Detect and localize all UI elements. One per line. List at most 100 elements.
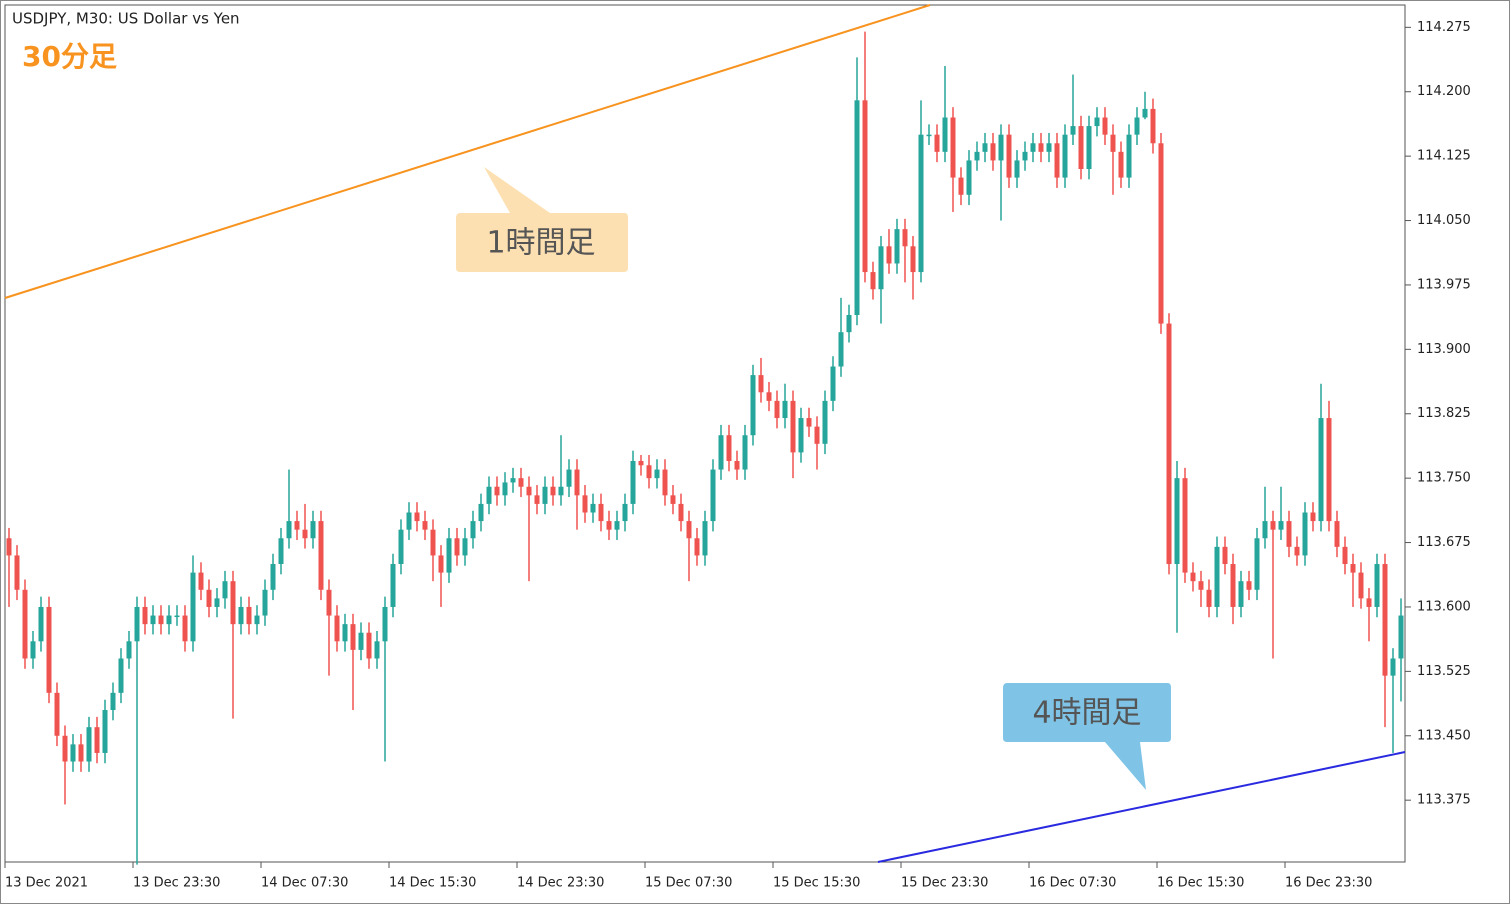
candle-body [534, 495, 540, 504]
candle-body [1238, 581, 1244, 607]
candle-body [646, 465, 652, 479]
candle-body [782, 400, 788, 419]
x-tick-label: 15 Dec 23:30 [901, 876, 988, 891]
candle-body [1102, 117, 1108, 135]
candle-body [726, 435, 732, 461]
x-tick-label: 13 Dec 2021 [5, 876, 88, 891]
candle-body [334, 615, 340, 642]
candle-body [1158, 143, 1164, 324]
candle-body [326, 589, 332, 616]
candle-body [230, 581, 236, 625]
candle-body [110, 692, 116, 711]
candle-body [1302, 512, 1308, 556]
candle-body [1214, 546, 1220, 607]
candle-body [430, 529, 436, 556]
candle-body [822, 400, 828, 444]
candle-body [286, 521, 292, 539]
candle-body [678, 503, 684, 522]
candle-body [1286, 521, 1292, 547]
candle-body [966, 160, 972, 195]
candle-body [1110, 134, 1116, 152]
candle-body [366, 632, 372, 659]
candle-body [718, 435, 724, 470]
candle-body [406, 512, 412, 530]
x-tick-label: 13 Dec 23:30 [133, 876, 220, 891]
candle-body [1046, 143, 1052, 152]
candle-body [1206, 589, 1212, 607]
x-tick-label: 14 Dec 15:30 [389, 876, 476, 891]
candle-body [470, 521, 476, 539]
candle-body [1006, 134, 1012, 178]
candle-body [206, 589, 212, 607]
candle-body [70, 744, 76, 762]
x-tick-label: 16 Dec 15:30 [1157, 876, 1244, 891]
candle-body [510, 478, 516, 483]
candle-body [598, 503, 604, 522]
candle-body [142, 606, 148, 625]
candle-body [94, 727, 100, 753]
candle-body [318, 521, 324, 590]
candle-body [1390, 658, 1396, 676]
candle-body [446, 538, 452, 573]
candle-body [134, 606, 140, 642]
candle-body [550, 486, 556, 496]
candle-body [766, 392, 772, 401]
candle-body [62, 735, 68, 762]
candle-body [1094, 117, 1100, 127]
candle-body [1262, 521, 1268, 539]
candle-body [566, 469, 572, 487]
candle-body [1358, 572, 1364, 599]
candle-body [1230, 564, 1236, 607]
x-tick-label: 16 Dec 23:30 [1285, 876, 1372, 891]
candle-body [798, 418, 804, 453]
candle-body [1246, 581, 1252, 590]
y-tick-label: 114.125 [1417, 149, 1471, 164]
candle-body [1318, 418, 1324, 522]
candle-body [478, 503, 484, 522]
candle-body [1030, 143, 1036, 152]
chart-title: USDJPY, M30: US Dollar vs Yen [12, 10, 240, 28]
candle-body [182, 615, 188, 642]
candle-body [654, 469, 660, 479]
candle-body [1062, 134, 1068, 178]
callout-4h [1003, 683, 1171, 790]
candle-body [150, 615, 156, 625]
plot-area [4, 4, 1406, 863]
candle-body [1070, 126, 1076, 135]
candle-body [902, 229, 908, 247]
candle-body [102, 710, 108, 753]
candle-body [606, 521, 612, 530]
candle-body [974, 151, 980, 161]
candle-body [542, 486, 548, 504]
candle-body [1054, 143, 1060, 178]
candle-body [1014, 160, 1020, 178]
candle-body [846, 314, 852, 333]
candle-body [1294, 546, 1300, 556]
candle-body [1398, 615, 1404, 659]
candle-body [1254, 538, 1260, 590]
candle-body [350, 624, 356, 650]
candle-body [574, 469, 580, 496]
y-tick-label: 113.750 [1417, 471, 1471, 486]
candle-body [246, 606, 252, 625]
candle-body [22, 589, 28, 659]
candle-body [86, 727, 92, 762]
candle-body [126, 641, 132, 659]
candle-body [830, 366, 836, 401]
candle-body [630, 460, 636, 504]
candle-body [190, 572, 196, 642]
candle-body [1022, 151, 1028, 161]
y-tick-label: 113.675 [1417, 535, 1471, 550]
candle-body [30, 641, 36, 659]
candle-body [854, 100, 860, 315]
candle-body [342, 624, 348, 642]
candle-body [806, 418, 812, 427]
candle-body [638, 460, 644, 466]
candle-body [1150, 108, 1156, 144]
candle-body [918, 134, 924, 273]
y-tick-label: 113.900 [1417, 342, 1471, 357]
annotation: 1時間足 [486, 226, 595, 261]
candle-body [998, 134, 1004, 161]
candle-body [278, 538, 284, 565]
